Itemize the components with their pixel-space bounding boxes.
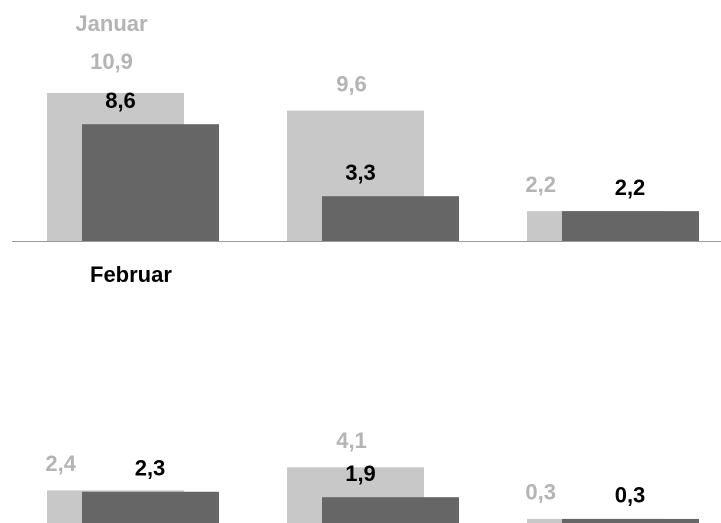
value-label: 9,6 [336, 71, 367, 96]
legend-label: Februar [90, 262, 172, 287]
bar [82, 491, 219, 523]
value-label: 3,3 [345, 160, 376, 185]
value-label: 8,6 [105, 88, 136, 113]
bar [322, 196, 459, 241]
value-label: 1,9 [345, 461, 376, 486]
value-label: 2,2 [615, 175, 646, 200]
value-label: 2,2 [525, 172, 556, 197]
bar [82, 124, 219, 241]
value-label: 0,3 [615, 483, 646, 508]
bar [562, 211, 699, 241]
value-label: 2,4 [45, 451, 76, 476]
legend-label: Januar [75, 11, 148, 36]
value-label: 4,1 [336, 428, 367, 453]
value-label: 2,3 [135, 456, 166, 481]
bar [322, 497, 459, 523]
value-label: 0,3 [525, 480, 556, 505]
bar [562, 518, 699, 523]
value-label: 10,9 [90, 49, 133, 74]
